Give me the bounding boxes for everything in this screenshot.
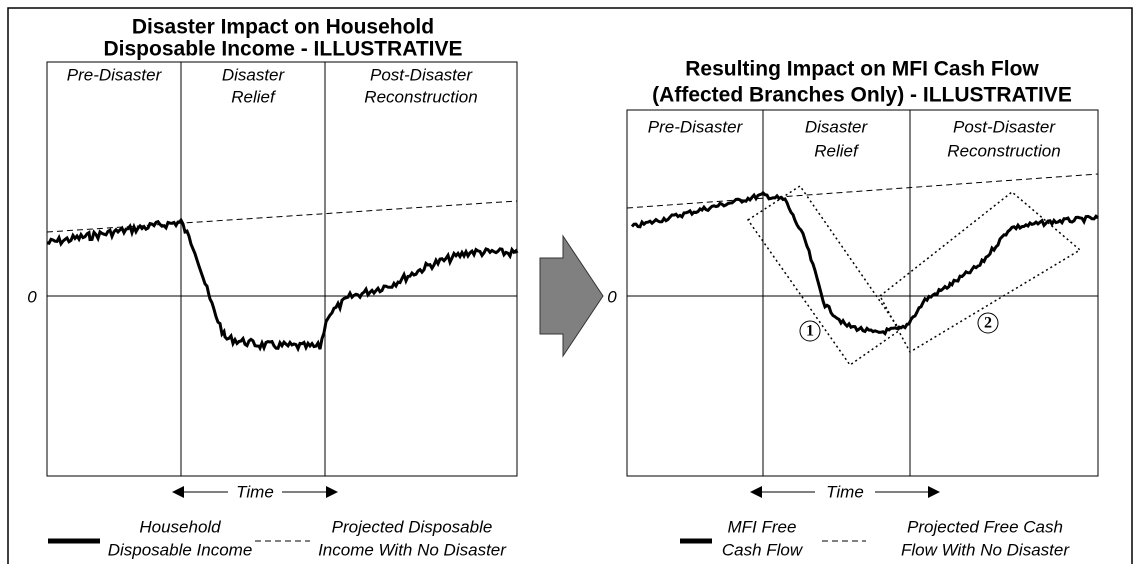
region-box bbox=[879, 191, 1082, 354]
section-label: Pre-Disaster bbox=[67, 65, 163, 84]
arrow-head bbox=[172, 486, 184, 498]
zero-label: 0 bbox=[607, 287, 617, 306]
left-box bbox=[46, 61, 518, 477]
projected-line bbox=[46, 200, 518, 233]
section-label: Pre-Disaster bbox=[648, 117, 744, 136]
marker-circle bbox=[799, 320, 821, 342]
title-line: Resulting Impact on MFI Cash Flow bbox=[685, 58, 1039, 81]
section-label: Reconstruction bbox=[364, 87, 477, 106]
block-arrow bbox=[539, 234, 604, 358]
title-line: (Affected Branches Only) - ILLUSTRATIVE bbox=[652, 84, 1072, 107]
marker-label: 2 bbox=[984, 315, 992, 332]
income-line bbox=[46, 217, 519, 353]
title-line: Disaster Impact on Household bbox=[132, 16, 434, 39]
legend-text: Disposable Income bbox=[108, 540, 253, 559]
projected-line bbox=[626, 173, 1099, 209]
marker-label: 1 bbox=[806, 323, 814, 340]
region-box bbox=[746, 184, 902, 367]
cashflow-line bbox=[630, 190, 1099, 336]
legend-text: Cash Flow bbox=[722, 540, 804, 559]
section-label: Post-Disaster bbox=[370, 65, 473, 84]
legend-text: Projected Free Cash bbox=[907, 517, 1063, 536]
right-box bbox=[626, 109, 1099, 477]
title-line: Disposable Income - ILLUSTRATIVE bbox=[104, 38, 463, 61]
legend-text: Projected Disposable bbox=[332, 517, 493, 536]
section-label: Relief bbox=[814, 141, 860, 160]
legend-text: Household bbox=[139, 517, 221, 536]
section-label: Disaster bbox=[805, 117, 869, 136]
marker-circle bbox=[977, 312, 999, 334]
arrow-head bbox=[326, 486, 338, 498]
section-label: Relief bbox=[231, 87, 277, 106]
time-label: Time bbox=[826, 482, 864, 501]
section-label: Reconstruction bbox=[947, 141, 1060, 160]
legend-text: Flow With No Disaster bbox=[901, 540, 1070, 559]
arrow-head bbox=[750, 486, 762, 498]
section-label: Disaster bbox=[222, 65, 286, 84]
legend-text: Income With No Disaster bbox=[318, 540, 507, 559]
legend-text: MFI Free bbox=[728, 517, 797, 536]
time-label: Time bbox=[236, 482, 274, 501]
section-label: Post-Disaster bbox=[953, 117, 1056, 136]
frame bbox=[7, 7, 1133, 564]
arrow-head bbox=[928, 486, 940, 498]
zero-label: 0 bbox=[27, 287, 37, 306]
